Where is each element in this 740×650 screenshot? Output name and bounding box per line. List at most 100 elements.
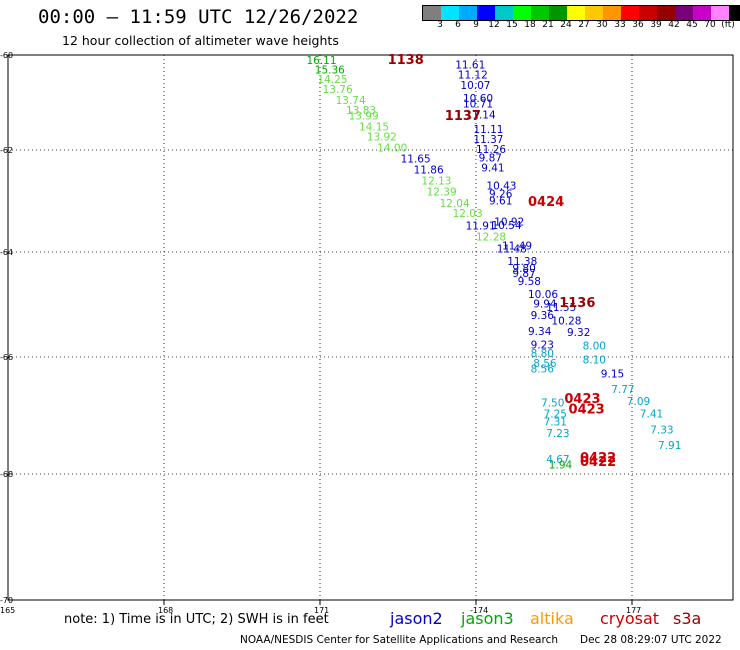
swh-colorbar [422,5,740,21]
legend-jason2: jason2 [390,609,443,628]
colorbar-label: 70 [704,20,716,30]
colorbar-swatch [423,6,441,20]
swh-value-label: 10.43 [486,181,516,193]
swh-value-label: 16.11 [306,55,336,67]
swh-value-label: 11.12 [458,69,488,81]
swh-value-label: 10.54 [492,220,522,232]
lat-tick-label: -64 [0,248,13,257]
lat-tick-label: -68 [0,470,13,479]
swh-value-label: 1.94 [549,460,573,472]
lon-tick-label: -174 [470,606,488,615]
colorbar-swatch [567,6,585,20]
footer-credit: NOAA/NESDIS Center for Satellite Applica… [240,634,558,646]
page-subtitle: 12 hour collection of altimeter wave hei… [62,33,339,48]
lat-tick-label: -60 [0,51,13,60]
swh-value-label: 8.56 [531,364,555,376]
swh-value-label: 13.74 [336,95,366,107]
swh-value-label: 9.80 [512,263,535,275]
lon-tick-label: 165 [0,606,15,615]
swh-value-label: 14.25 [317,74,347,86]
swh-value-label: 9.23 [531,339,554,351]
page-title: 00:00 — 11:59 UTC 12/26/2022 [38,6,359,28]
swh-value-label: 9.58 [518,276,541,288]
colorbar-label: 18 [524,20,536,30]
swh-value-label: 7.23 [546,428,569,440]
colorbar-labels: 3 6 9 12 15 18 21 24 27 30 33 36 39 42 45 70 (ft) [422,20,740,32]
colorbar-label: 45 [686,20,698,30]
pass-time-label: 1137 [445,109,481,124]
swh-value-label: 8.56 [533,358,557,370]
pass-time-label: 1136 [559,296,595,311]
colorbar-swatch [513,6,531,20]
colorbar-label: 30 [596,20,608,30]
colorbar-swatch [657,6,675,20]
swh-value-label: 8.80 [531,348,554,360]
swh-value-label: 7.25 [544,409,567,421]
swh-value-label: 11.14 [466,109,496,121]
swh-value-label: 11.37 [473,134,503,146]
swh-value-label: 9.87 [479,153,502,165]
swh-value-label: 10.28 [551,315,581,327]
swh-value-label: 4.67 [546,454,569,466]
swh-value-label: 7.41 [640,409,663,421]
colorbar-swatch [531,6,549,20]
swh-value-label: 9.61 [489,195,512,207]
colorbar-label: 36 [632,20,644,30]
swh-value-label: 11.86 [414,164,444,176]
swh-value-label: 11.26 [476,144,506,156]
colorbar-swatch [675,6,693,20]
swh-value-label: 13.99 [349,110,379,122]
legend-jason3: jason3 [461,609,514,628]
swh-value-label: 11.91 [466,220,496,232]
swh-value-label: 8.10 [583,354,606,366]
map-frame [7,54,734,601]
colorbar-label: 27 [578,20,590,30]
lon-tick-label: 177 [626,606,641,615]
lon-tick-label: 171 [314,606,329,615]
colorbar-swatch [621,6,639,20]
pass-time-label: 0423 [564,392,600,407]
swh-value-label: 15.36 [315,64,345,76]
colorbar-label: 6 [455,20,461,30]
pass-time-label: 0422 [580,455,616,470]
swh-value-label: 8.00 [583,340,606,352]
swh-value-label: 7.77 [611,384,634,396]
swh-value-label: 10.07 [460,80,490,92]
colorbar-label: 12 [488,20,500,30]
swh-value-label: 11.49 [502,240,532,252]
swh-value-label: 7.91 [658,440,681,452]
colorbar-swatch [549,6,567,20]
legend-altika: altika [530,609,574,628]
swh-value-label: 9.94 [533,298,557,310]
swh-value-label: 9.41 [481,162,504,174]
colorbar-swatch [585,6,603,20]
colorbar-swatch [639,6,657,20]
swh-value-label: 11.38 [507,256,537,268]
colorbar-label: 42 [668,20,680,30]
colorbar-swatch [603,6,621,20]
swh-value-label: 9.87 [512,268,535,280]
swh-value-label: 9.34 [528,326,552,338]
colorbar-label: 3 [437,20,443,30]
lat-tick-label: -70 [0,596,13,605]
colorbar-label: 39 [650,20,662,30]
swh-value-label: 9.32 [567,327,590,339]
colorbar-label: 9 [473,20,479,30]
swh-value-label: 11.11 [473,124,503,136]
swh-value-label: 12.04 [440,198,470,210]
swh-value-label: 9.15 [601,368,624,380]
pass-time-label: 0424 [528,195,564,210]
colorbar-label: 33 [614,20,626,30]
swh-value-label: 11.65 [401,154,431,166]
swh-value-label: 14.15 [359,121,389,133]
lat-tick-label: -66 [0,353,13,362]
colorbar-swatch [459,6,477,20]
swh-value-label: 7.33 [650,425,673,437]
legend-s3a: s3a [673,609,702,628]
swh-value-label: 9.36 [531,310,555,322]
colorbar-swatch [477,6,495,20]
footer-timestamp: Dec 28 08:29:07 UTC 2022 [580,634,722,646]
colorbar-label: 24 [560,20,572,30]
